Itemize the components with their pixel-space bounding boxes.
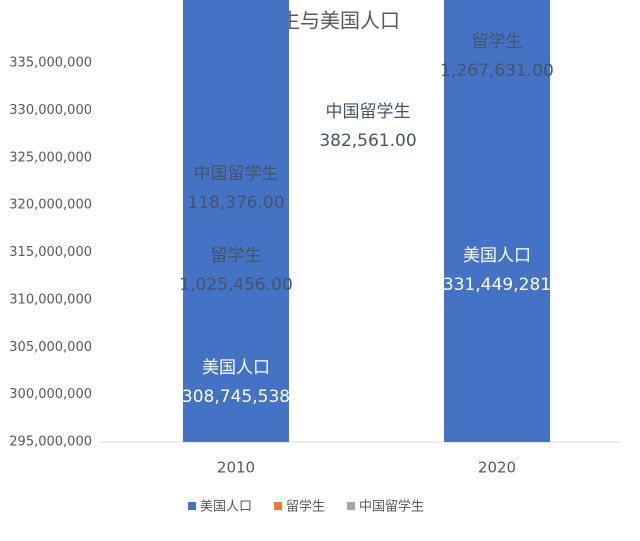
legend-label: 留学生: [286, 499, 325, 515]
legend-swatch: [274, 502, 283, 510]
data-label: 331,449,281: [443, 275, 551, 295]
bar-segment: [183, 0, 289, 442]
y-tick-label: 310,000,000: [9, 292, 92, 307]
data-label: 382,561.00: [319, 131, 416, 151]
data-label: 1,025,456.00: [179, 275, 293, 295]
x-tick-label: 2010: [217, 459, 255, 477]
y-tick-label: 295,000,000: [9, 435, 92, 450]
data-label: 308,745,538: [182, 387, 290, 407]
data-label: 1,267,631.00: [440, 61, 554, 81]
bar-segment: [444, 0, 550, 442]
y-tick-label: 315,000,000: [9, 245, 92, 260]
legend-swatch: [347, 502, 356, 510]
data-label-name: 美国人口: [463, 246, 531, 266]
y-tick-label: 325,000,000: [9, 150, 92, 165]
data-label: 118,376.00: [187, 193, 284, 213]
y-tick-label: 305,000,000: [9, 340, 92, 355]
data-label-name: 中国留学生: [194, 164, 279, 184]
y-tick-label: 300,000,000: [9, 387, 92, 402]
legend-label: 中国留学生: [359, 499, 424, 515]
legend-swatch: [188, 502, 196, 510]
data-label-name: 留学生: [472, 32, 523, 52]
y-tick-label: 330,000,000: [9, 103, 92, 118]
x-tick-label: 2020: [478, 459, 516, 477]
data-label-name: 留学生: [211, 246, 262, 266]
data-label-name: 美国人口: [202, 358, 270, 378]
y-tick-label: 335,000,000: [9, 56, 92, 71]
y-tick-label: 320,000,000: [9, 198, 92, 213]
data-label-name: 中国留学生: [326, 102, 411, 122]
legend-label: 美国人口: [200, 500, 252, 515]
